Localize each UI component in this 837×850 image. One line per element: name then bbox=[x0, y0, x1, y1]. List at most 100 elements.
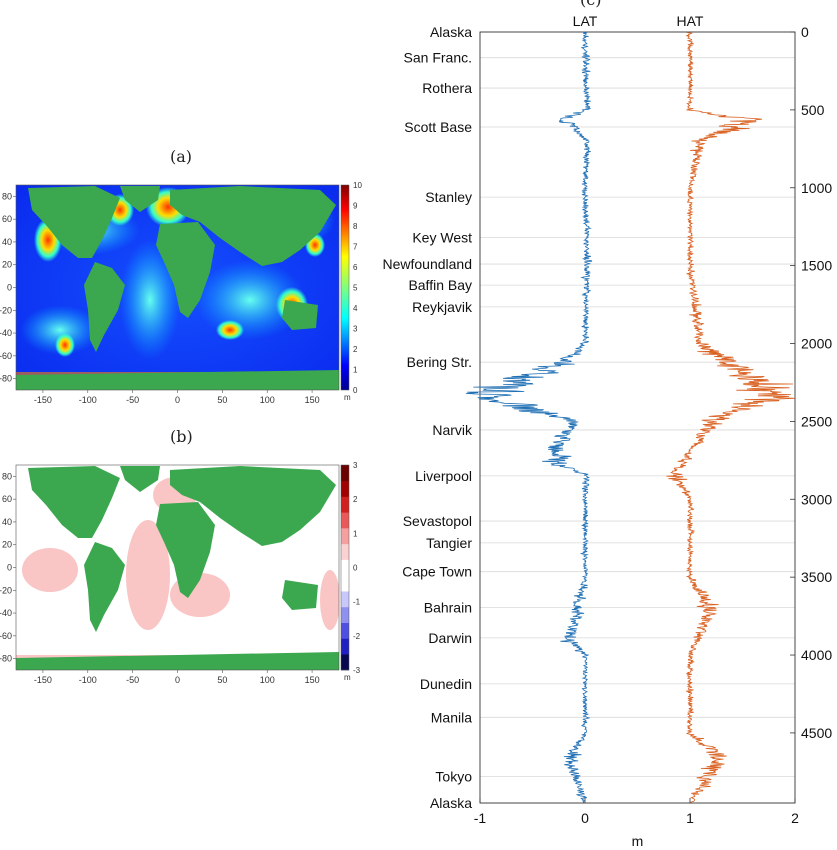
y-tick-label: -40 bbox=[0, 328, 12, 338]
colorbar-unit: m bbox=[344, 673, 351, 682]
location-label: Baffin Bay bbox=[408, 277, 472, 293]
colorbar-b-step bbox=[341, 465, 349, 482]
colorbar-b-step bbox=[341, 654, 349, 671]
colorbar-a bbox=[340, 184, 350, 391]
x-tick-label: 2 bbox=[791, 810, 799, 826]
location-label: Manila bbox=[431, 709, 472, 725]
panel-label-a: (a) bbox=[170, 147, 193, 166]
colorbar-b-step bbox=[341, 528, 349, 545]
y-tick-label: -80 bbox=[0, 374, 12, 384]
colorbar-tick-label: 2 bbox=[353, 495, 358, 504]
x-tick-label: -1 bbox=[474, 810, 487, 826]
x-tick-label: -150 bbox=[34, 675, 52, 685]
colorbar-b-step bbox=[341, 512, 349, 529]
map-b-field bbox=[16, 465, 339, 670]
x-tick-label: -100 bbox=[79, 395, 97, 405]
y-tick-label: 3500 bbox=[801, 569, 832, 585]
y-tick-label: 3000 bbox=[801, 491, 832, 507]
location-label: Sevastopol bbox=[403, 513, 472, 529]
x-tick-label: -150 bbox=[34, 395, 52, 405]
colorbar-b-step bbox=[341, 496, 349, 513]
y-tick-label: 60 bbox=[2, 494, 12, 504]
x-tick-label: 150 bbox=[305, 675, 320, 685]
map-a-axes: -150 -100 -50 0 50 100 150806040200-20-40-60-8… bbox=[0, 181, 362, 405]
y-tick-label: 0 bbox=[7, 283, 12, 293]
x-tick-label: 1 bbox=[686, 810, 694, 826]
y-tick-label: -20 bbox=[0, 585, 12, 595]
y-tick-label: -60 bbox=[0, 351, 12, 361]
colorbar-tick-label: 4 bbox=[353, 304, 358, 313]
y-tick-label: 2500 bbox=[801, 413, 832, 429]
tide-profile-chart: Alaska San Franc. Rothera Scott Base Stanley… bbox=[382, 13, 832, 849]
colorbar-b-step bbox=[341, 543, 349, 560]
colorbar-tick-label: 6 bbox=[353, 263, 358, 272]
colorbar-tick-label: 0 bbox=[353, 386, 358, 395]
panel-label-b: (b) bbox=[170, 427, 193, 446]
location-label: Alaska bbox=[430, 795, 472, 811]
plot-frame bbox=[479, 31, 796, 804]
location-label: Scott Base bbox=[404, 119, 472, 135]
y-tick-label: 0 bbox=[801, 24, 809, 40]
y-tick-label: -60 bbox=[0, 631, 12, 641]
x-tick-label: 150 bbox=[305, 395, 320, 405]
colorbar-tick-label: 3 bbox=[353, 325, 358, 334]
y-tick-label: 60 bbox=[2, 214, 12, 224]
y-tick-label: 2000 bbox=[801, 336, 832, 352]
series-label-lat: LAT bbox=[573, 13, 598, 29]
colorbar-tick-label: -1 bbox=[353, 598, 361, 607]
location-label: Tangier bbox=[426, 535, 472, 551]
colorbar-tick-label: 1 bbox=[353, 529, 358, 538]
y-tick-label: 80 bbox=[2, 471, 12, 481]
colorbar-b-step bbox=[341, 638, 349, 655]
y-tick-label: 80 bbox=[2, 191, 12, 201]
x-tick-label: -50 bbox=[126, 675, 139, 685]
location-label: Reykjavik bbox=[412, 299, 473, 315]
y-tick-label: 1500 bbox=[801, 258, 832, 274]
y-tick-label: -40 bbox=[0, 608, 12, 618]
colorbar-b-step bbox=[341, 606, 349, 623]
x-tick-label: -100 bbox=[79, 675, 97, 685]
y-tick-label: -80 bbox=[0, 654, 12, 664]
colorbar-tick-label: -3 bbox=[353, 666, 361, 675]
colorbar-tick-label: 7 bbox=[353, 243, 358, 252]
colorbar-tick-label: 10 bbox=[353, 181, 362, 190]
location-label: Bering Str. bbox=[407, 354, 472, 370]
colorbar-b-step bbox=[341, 480, 349, 497]
x-tick-label: 50 bbox=[217, 675, 227, 685]
location-label: Darwin bbox=[428, 630, 472, 646]
colorbar-tick-label: 5 bbox=[353, 284, 358, 293]
colorbar-b-step bbox=[341, 591, 349, 608]
colorbar-tick-label: -2 bbox=[353, 632, 361, 641]
x-tick-label: 0 bbox=[581, 810, 589, 826]
series-label-hat: HAT bbox=[677, 13, 704, 29]
colorbar-b-frame bbox=[340, 464, 350, 671]
location-label: Dunedin bbox=[420, 676, 472, 692]
location-label: Narvik bbox=[432, 422, 473, 438]
series-line-hat bbox=[666, 31, 795, 803]
y-tick-label: 40 bbox=[2, 237, 12, 247]
y-tick-label: 4500 bbox=[801, 725, 832, 741]
y-tick-label: 4000 bbox=[801, 647, 832, 663]
x-tick-label: 50 bbox=[217, 395, 227, 405]
colorbar-tick-label: 1 bbox=[353, 366, 358, 375]
panel-label-c: (c) bbox=[580, 0, 601, 9]
y-tick-label: 20 bbox=[2, 260, 12, 270]
series-line-lat bbox=[465, 31, 593, 803]
location-label: Cape Town bbox=[402, 564, 472, 580]
map-b: -150 -100 -50 0 50 100 150806040200-20-40-60-8… bbox=[0, 461, 361, 685]
map-a-field bbox=[16, 185, 339, 390]
colorbar-unit: m bbox=[344, 393, 351, 402]
location-label: San Franc. bbox=[404, 50, 472, 66]
x-tick-label: -50 bbox=[126, 395, 139, 405]
colorbar-b-step bbox=[341, 559, 349, 576]
location-label: Stanley bbox=[425, 189, 472, 205]
x-tick-label: 100 bbox=[260, 675, 275, 685]
y-tick-label: 1000 bbox=[801, 180, 832, 196]
colorbar-tick-label: 9 bbox=[353, 202, 358, 211]
x-tick-label: 0 bbox=[175, 675, 180, 685]
map-b-axes: -150 -100 -50 0 50 100 150806040200-20-40-60-8… bbox=[0, 461, 361, 685]
x-tick-label: 0 bbox=[175, 395, 180, 405]
location-label: Key West bbox=[412, 230, 472, 246]
colorbar-tick-label: 0 bbox=[353, 564, 358, 573]
location-label: Newfoundland bbox=[382, 256, 472, 272]
